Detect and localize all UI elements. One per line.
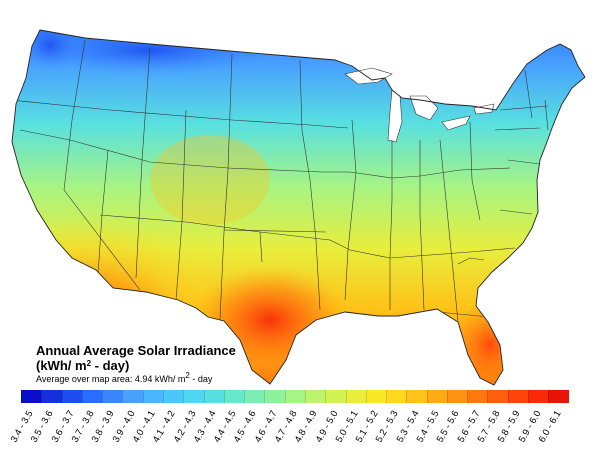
legend-swatch	[183, 390, 204, 403]
average-prefix: Average over map area: 4.94 kWh/ m	[36, 374, 186, 384]
legend-swatch	[102, 390, 123, 403]
legend-swatch	[162, 390, 184, 403]
legend-labels: 3.4 - 3.5 3.5 - 3.6 3.6 - 3.7 3.7 - 3.8 3.8 …	[9, 406, 569, 456]
legend-swatch	[304, 390, 326, 403]
units-prefix: (kWh/ m	[36, 358, 87, 373]
legend-swatch	[21, 390, 42, 403]
map-title: Annual Average Solar Irradiance	[36, 343, 236, 358]
legend-swatch	[345, 390, 366, 403]
legend-swatch	[406, 390, 427, 403]
legend-swatch	[386, 390, 407, 403]
state-boundaries	[12, 39, 549, 323]
map-title-block: Annual Average Solar Irradiance (kWh/ m2…	[36, 343, 236, 384]
legend-swatch	[61, 390, 82, 403]
legend-swatch	[122, 390, 143, 403]
legend-swatch	[528, 390, 549, 403]
legend-swatch	[284, 390, 305, 403]
legend-swatch	[548, 390, 569, 403]
legend-swatch	[223, 390, 245, 403]
map-average-note: Average over map area: 4.94 kWh/ m2 - da…	[36, 371, 236, 385]
legend-color-bar	[21, 390, 569, 403]
units-superscript: 2	[86, 359, 92, 368]
great-lakes	[344, 67, 495, 143]
legend-swatch	[426, 390, 447, 403]
map-units: (kWh/ m2 - day)	[36, 358, 236, 373]
legend-swatch	[203, 390, 224, 403]
legend-swatch	[81, 390, 103, 403]
legend-swatch	[467, 390, 488, 403]
legend-swatch	[446, 390, 468, 403]
legend-swatch	[142, 390, 163, 403]
legend-swatch	[365, 390, 387, 403]
legend-swatch	[264, 390, 285, 403]
legend-swatch	[487, 390, 508, 403]
units-suffix: - day)	[91, 358, 130, 373]
average-suffix: - day	[189, 374, 213, 384]
legend-swatch	[507, 390, 529, 403]
irradiance-fill	[12, 30, 585, 385]
title-line-1: Annual Average Solar Irradiance	[36, 343, 236, 358]
legend-swatch	[41, 390, 62, 403]
average-superscript: 2	[185, 371, 190, 380]
legend-swatch	[325, 390, 346, 403]
legend-swatch	[244, 390, 265, 403]
